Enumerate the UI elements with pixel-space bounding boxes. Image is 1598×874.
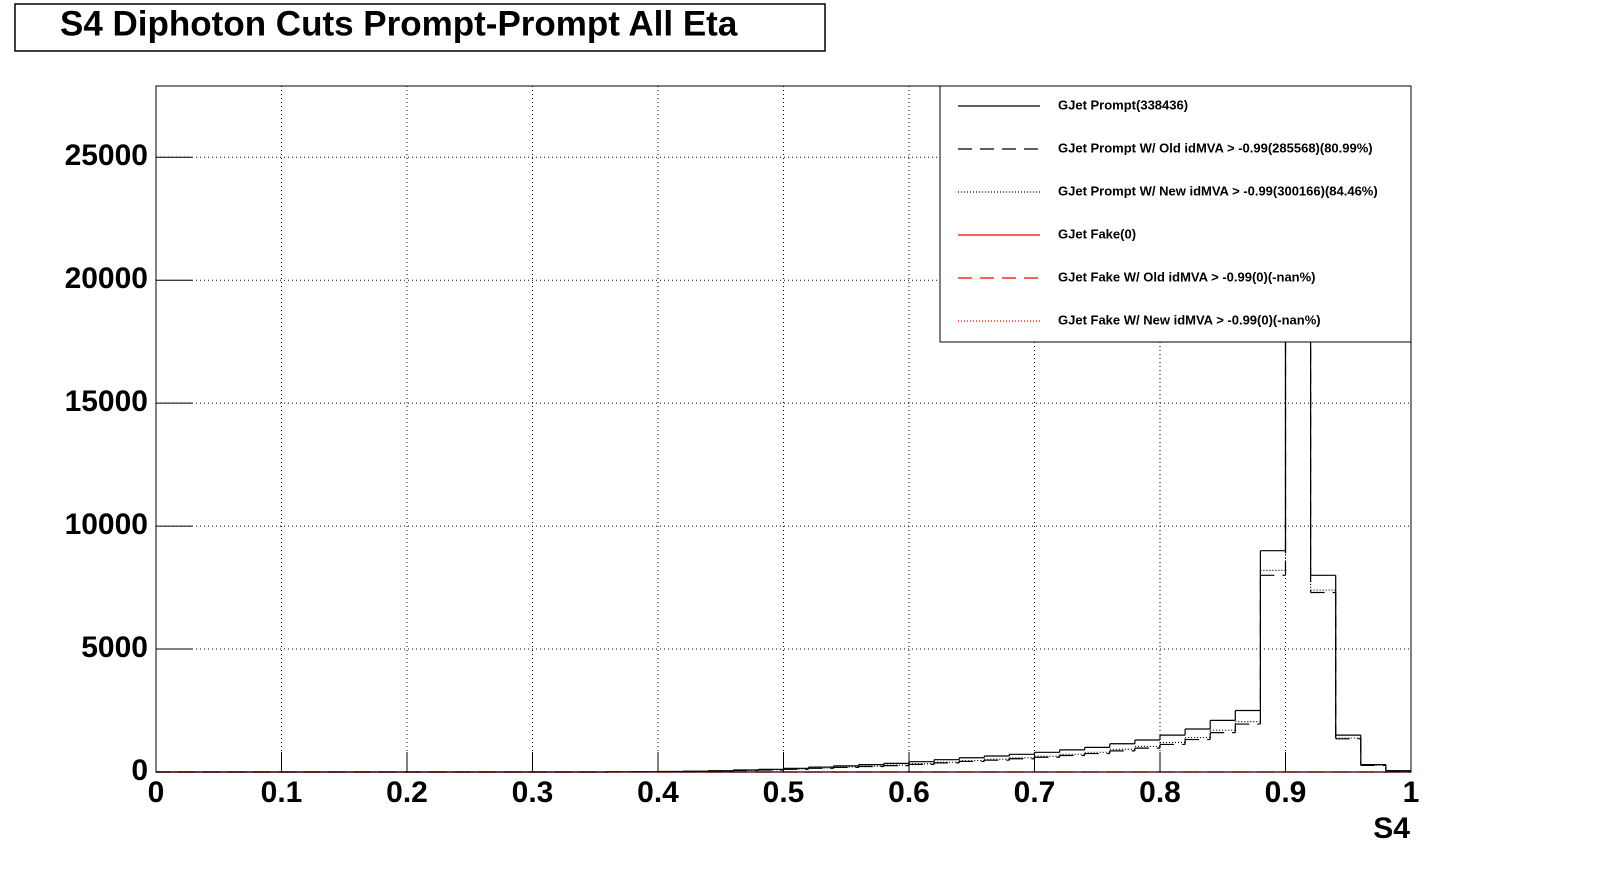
x-tick-label: 1 bbox=[1403, 776, 1420, 809]
x-tick-label: 0.7 bbox=[1014, 776, 1056, 809]
x-tick-label: 0.3 bbox=[512, 776, 554, 809]
x-tick-label: 0.4 bbox=[637, 776, 679, 809]
legend-label: GJet Prompt W/ New idMVA > -0.99(300166)… bbox=[1058, 183, 1378, 198]
y-tick-label: 25000 bbox=[65, 139, 148, 172]
title-box bbox=[14, 3, 826, 52]
x-tick-label: 0.9 bbox=[1265, 776, 1307, 809]
x-tick-label: 0.2 bbox=[386, 776, 428, 809]
x-axis-label: S4 bbox=[1373, 812, 1410, 845]
x-tick-label: 0.8 bbox=[1139, 776, 1181, 809]
legend-label: GJet Fake W/ Old idMVA > -0.99(0)(-nan%) bbox=[1058, 269, 1316, 284]
y-tick-label: 5000 bbox=[81, 631, 148, 664]
legend-label: GJet Fake(0) bbox=[1058, 226, 1136, 241]
legend-box bbox=[939, 85, 1412, 343]
axes: 0 0.1 0.2 0.3 0.4 0.5 0.6 0.7 0.8 0.9 1 0 5000 10000 1… bbox=[65, 139, 1420, 809]
histogram-step bbox=[607, 181, 1387, 772]
legend-label: GJet Fake W/ New idMVA > -0.99(0)(-nan%) bbox=[1058, 312, 1321, 327]
x-tick-label: 0.6 bbox=[888, 776, 930, 809]
y-tick-label: 10000 bbox=[65, 508, 148, 541]
chart-title: S4 Diphoton Cuts Prompt-Prompt All Eta bbox=[60, 4, 738, 43]
legend: GJet Prompt(338436) GJet Prompt W/ Old id… bbox=[939, 85, 1412, 343]
x-tick-label: 0 bbox=[148, 776, 165, 809]
x-tick-label: 0.5 bbox=[763, 776, 805, 809]
x-tick-label: 0.1 bbox=[261, 776, 303, 809]
y-tick-label: 15000 bbox=[65, 385, 148, 418]
y-tick-label: 20000 bbox=[65, 262, 148, 295]
legend-label: GJet Prompt W/ Old idMVA > -0.99(285568)… bbox=[1058, 140, 1373, 155]
legend-label: GJet Prompt(338436) bbox=[1058, 97, 1188, 112]
y-tick-label: 0 bbox=[131, 754, 148, 787]
